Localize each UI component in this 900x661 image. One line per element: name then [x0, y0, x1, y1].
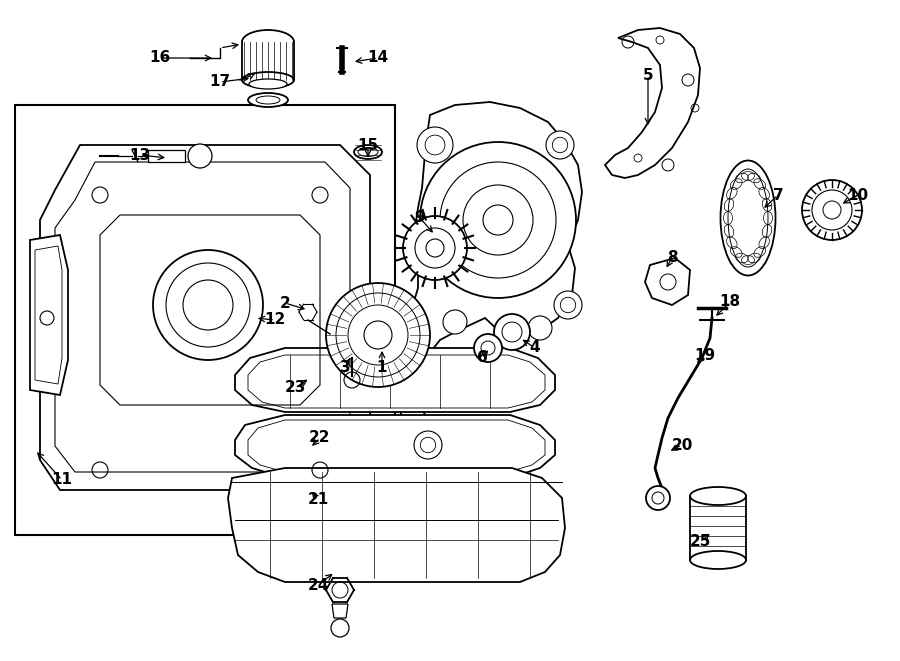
Text: 19: 19 — [695, 348, 716, 362]
Circle shape — [528, 316, 552, 340]
Polygon shape — [605, 28, 700, 178]
Text: 5: 5 — [643, 67, 653, 83]
Polygon shape — [645, 258, 690, 305]
Polygon shape — [40, 145, 370, 490]
Circle shape — [403, 216, 467, 280]
Text: 3: 3 — [339, 360, 350, 375]
Text: 14: 14 — [367, 50, 389, 65]
Text: 11: 11 — [51, 473, 73, 488]
Circle shape — [494, 314, 530, 350]
Text: 15: 15 — [357, 137, 379, 153]
Circle shape — [326, 283, 430, 387]
Circle shape — [188, 144, 212, 168]
Ellipse shape — [256, 96, 280, 104]
Text: 10: 10 — [848, 188, 868, 202]
Text: 18: 18 — [719, 295, 741, 309]
Text: 6: 6 — [477, 350, 488, 366]
Text: 12: 12 — [265, 313, 285, 327]
Text: 4: 4 — [530, 340, 540, 356]
Text: 17: 17 — [210, 75, 230, 89]
Circle shape — [546, 131, 574, 159]
Ellipse shape — [721, 161, 776, 276]
Text: 16: 16 — [149, 50, 171, 65]
Circle shape — [331, 619, 349, 637]
Ellipse shape — [242, 72, 294, 88]
Polygon shape — [332, 604, 348, 618]
Text: 22: 22 — [310, 430, 331, 446]
Ellipse shape — [690, 487, 746, 505]
Polygon shape — [30, 235, 68, 395]
Text: 23: 23 — [284, 381, 306, 395]
Text: 25: 25 — [689, 535, 711, 549]
Text: 1: 1 — [377, 360, 387, 375]
Text: 13: 13 — [130, 147, 150, 163]
Text: 8: 8 — [667, 251, 678, 266]
Circle shape — [417, 127, 453, 163]
Polygon shape — [148, 150, 185, 162]
Circle shape — [646, 486, 670, 510]
Circle shape — [802, 180, 862, 240]
Ellipse shape — [354, 145, 382, 159]
Polygon shape — [235, 348, 555, 412]
Text: 9: 9 — [415, 210, 426, 225]
Ellipse shape — [249, 79, 287, 89]
Circle shape — [153, 250, 263, 360]
Text: 2: 2 — [280, 295, 291, 311]
Text: 7: 7 — [773, 188, 783, 202]
Polygon shape — [228, 468, 565, 582]
Circle shape — [414, 431, 442, 459]
Ellipse shape — [690, 551, 746, 569]
Polygon shape — [690, 496, 746, 560]
Text: 20: 20 — [671, 438, 693, 453]
Circle shape — [474, 334, 502, 362]
Polygon shape — [235, 415, 555, 478]
Circle shape — [443, 310, 467, 334]
Circle shape — [554, 291, 582, 319]
Text: 24: 24 — [307, 578, 328, 592]
Text: 21: 21 — [308, 492, 328, 508]
Polygon shape — [398, 102, 582, 462]
Ellipse shape — [248, 93, 288, 107]
Circle shape — [420, 142, 576, 298]
